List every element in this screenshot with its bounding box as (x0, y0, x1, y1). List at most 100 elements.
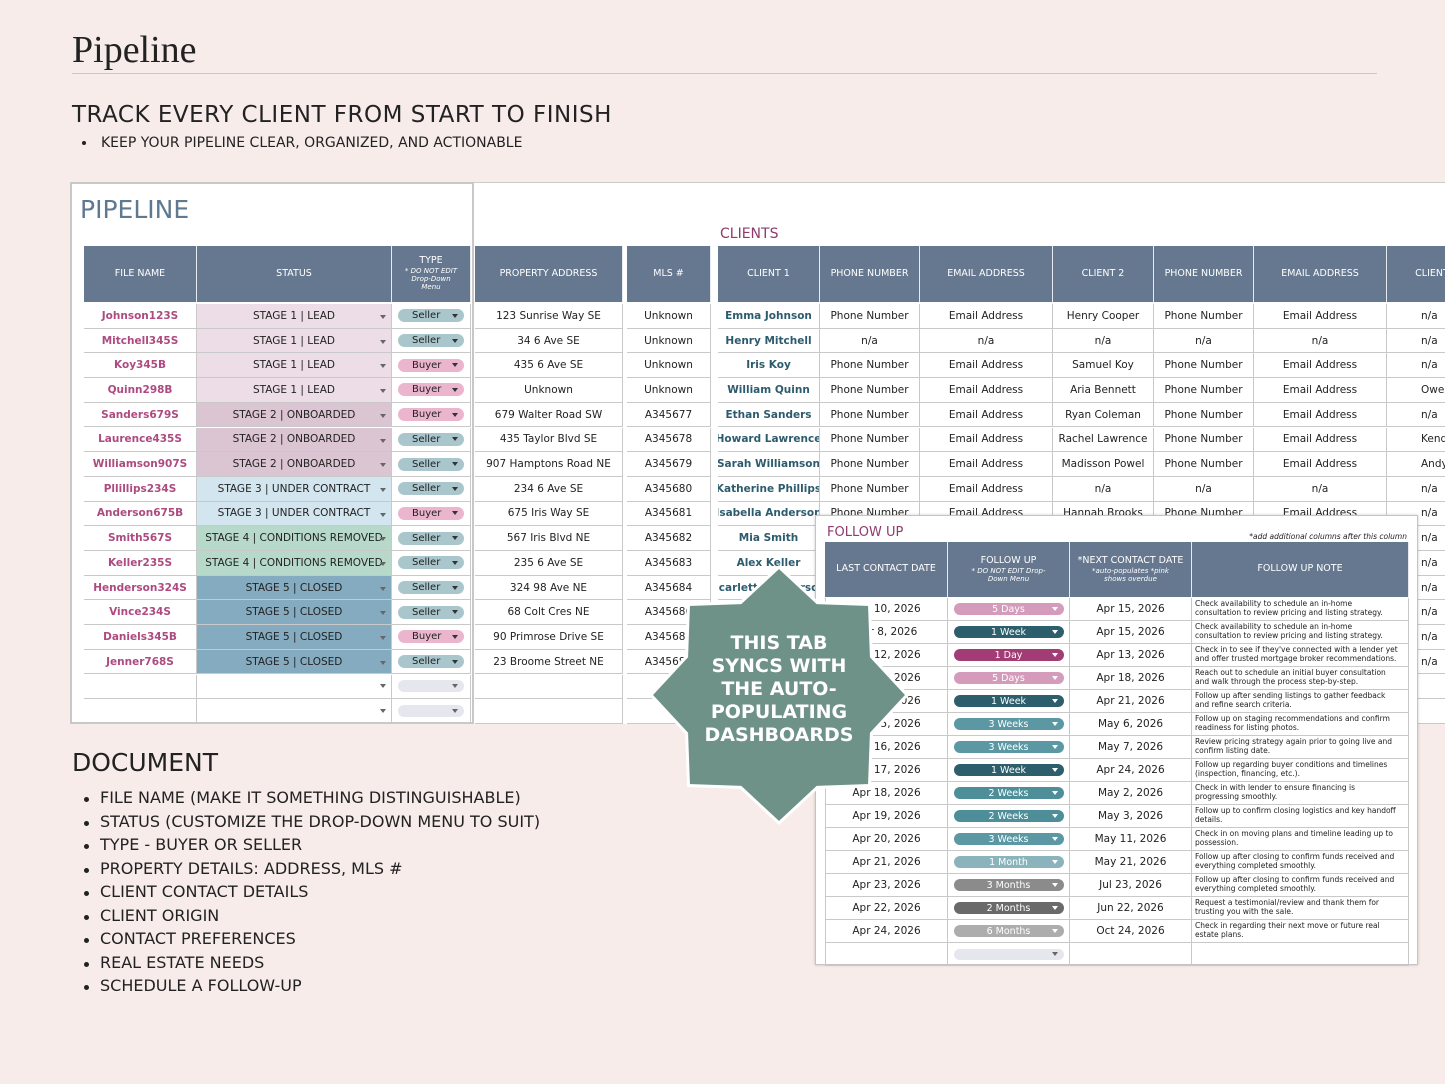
header-label: FILE NAME (114, 267, 166, 279)
dropdown-arrow (452, 610, 458, 615)
client-name: Isabella Anderson (718, 507, 820, 520)
status: STAGE 3 | UNDER CONTRACT (217, 507, 371, 520)
follow-up-title: FOLLOW UP (827, 525, 904, 540)
cell: A345677 (627, 402, 711, 428)
status: STAGE 1 | LEAD (252, 383, 336, 396)
type-pill[interactable]: Seller (398, 581, 464, 595)
type-pill[interactable]: Seller (398, 655, 464, 669)
dropdown-arrow (380, 364, 386, 369)
bullet-dot (84, 797, 89, 802)
type-pill[interactable]: Seller (398, 457, 464, 471)
cell-text: n/a (1195, 482, 1212, 495)
dropdown-arrow (452, 709, 458, 714)
dropdown-arrow (1051, 722, 1058, 726)
heading: TRACK EVERY CLIENT FROM START TO FINISH (72, 102, 612, 128)
cell: Check in to see if they've connected wit… (1192, 644, 1409, 667)
type-pill[interactable]: Buyer (398, 506, 464, 520)
cell: May 3, 2026 (1070, 805, 1192, 828)
cell-text: Phone Number (1164, 359, 1243, 372)
type-pill[interactable]: Buyer (398, 358, 464, 372)
dropdown-arrow (380, 611, 386, 616)
follow-up-note-text: Follow up to confirm closing logistics a… (1195, 806, 1396, 824)
cell-text: Apr 19, 2026 (852, 810, 921, 822)
dropdown-arrow (1051, 607, 1058, 611)
interval-pill[interactable]: 2 Months (953, 902, 1064, 914)
type-pill[interactable]: Seller (398, 605, 464, 619)
interval-pill[interactable]: 3 Weeks (953, 718, 1064, 730)
cell: Isabella Anderson (718, 501, 820, 527)
cell: 3 Weeks (948, 736, 1070, 759)
dropdown-arrow (1051, 929, 1058, 933)
interval-pill[interactable]: 3 Months (953, 879, 1064, 891)
cell: Email Address (920, 353, 1053, 379)
cell: Follow up to confirm closing logistics a… (1192, 805, 1409, 828)
follow-up-note: *add additional columns after this colum… (1249, 532, 1407, 541)
client-name: Henry Mitchell (725, 334, 812, 347)
interval-pill[interactable]: 3 Weeks (953, 741, 1064, 753)
type-pill[interactable]: Buyer (398, 383, 464, 397)
dropdown-arrow (1051, 791, 1058, 795)
interval-pill[interactable]: 1 Day (953, 649, 1064, 661)
interval-pill[interactable]: 5 Days (953, 672, 1064, 684)
type-pill[interactable]: Buyer (398, 408, 464, 422)
cell: STAGE 3 | UNDER CONTRACT (197, 501, 392, 527)
cell: Phone Number (1154, 353, 1254, 379)
interval-pill[interactable]: 3 Weeks (953, 833, 1064, 845)
type-pill[interactable]: Seller (398, 432, 464, 446)
cell: Phone Number (1154, 427, 1254, 453)
column-header: PHONE NUMBER (1154, 246, 1254, 302)
type-pill[interactable]: Seller (398, 482, 464, 496)
type-pill[interactable]: Buyer (398, 630, 464, 644)
cell: Email Address (1254, 304, 1387, 329)
type-pill[interactable]: Seller (398, 556, 464, 570)
cell: Andy I (1387, 452, 1445, 477)
cell-text: A345686 (644, 606, 693, 619)
interval-pill[interactable]: 1 Month (953, 856, 1064, 868)
cell: Madisson Powel (1053, 452, 1154, 477)
follow-up-note-text: Follow up after sending listings to gath… (1195, 691, 1386, 709)
document-bullet: FILE NAME (MAKE IT SOMETHING DISTINGUISH… (100, 788, 521, 807)
interval-pill[interactable]: 1 Week (953, 626, 1064, 638)
cell: Seller (392, 526, 471, 551)
bullet-dot (84, 985, 89, 990)
header-label: FOLLOW UP (980, 554, 1037, 566)
cell-text: Apr 13, 2026 (1096, 649, 1165, 661)
cell (825, 943, 948, 966)
cell: Daniels345B (84, 625, 197, 650)
cell-text: Apr 21, 2026 (852, 856, 921, 868)
cell: STAGE 2 | ONBOARDED (197, 427, 392, 453)
cell: May 21, 2026 (1070, 851, 1192, 874)
bullet-dot (84, 844, 89, 849)
cell-text: 324 98 Ave NE (509, 581, 588, 594)
column-header: CLIENT 1 (718, 246, 820, 302)
interval-label: 5 Days (992, 672, 1025, 684)
cell: A345681 (627, 501, 711, 527)
dropdown-arrow (380, 636, 386, 641)
cell (948, 943, 1070, 966)
cell-text: Unknown (644, 309, 693, 322)
type-pill[interactable]: Seller (398, 309, 464, 323)
cell: Buyer (392, 625, 471, 650)
cell: STAGE 1 | LEAD (197, 378, 392, 403)
type-pill[interactable]: Seller (398, 334, 464, 348)
document-bullet: TYPE - BUYER OR SELLER (100, 835, 303, 854)
interval-pill[interactable]: 2 Weeks (953, 810, 1064, 822)
cell: 2 Weeks (948, 805, 1070, 828)
cell-text: Phone Number (830, 433, 909, 446)
type-pill[interactable]: Seller (398, 531, 464, 545)
interval-pill[interactable]: 2 Weeks (953, 787, 1064, 799)
interval-pill[interactable]: 5 Days (953, 603, 1064, 615)
cell-text: n/a (1311, 482, 1329, 495)
interval-pill[interactable]: 6 Months (953, 925, 1064, 937)
dropdown-arrow (380, 537, 386, 542)
cell-text: n/a (1421, 532, 1438, 545)
cell: Seller (392, 551, 471, 576)
column-header: FOLLOW UP NOTE (1192, 542, 1409, 597)
status: STAGE 4 | CONDITIONS REMOVED (205, 532, 383, 545)
cell-text: n/a (1421, 334, 1438, 347)
cell-text: Rachel Lawrence (1058, 433, 1148, 446)
interval-pill[interactable]: 1 Week (953, 764, 1064, 776)
column-header: FOLLOW UP * DO NOT EDIT Drop-Down Menu (948, 542, 1070, 597)
cell: Apr 18, 2026 (1070, 667, 1192, 690)
interval-pill[interactable]: 1 Week (953, 695, 1064, 707)
